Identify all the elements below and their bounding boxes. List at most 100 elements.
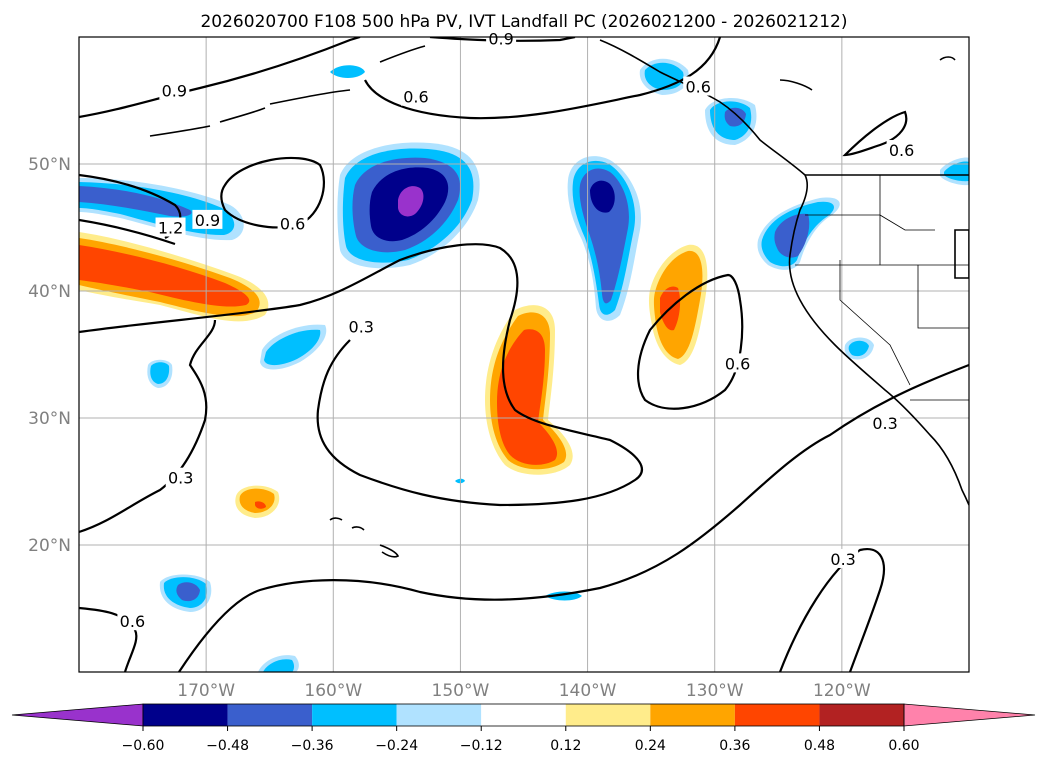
colorbar-tick-label: 0.36 — [719, 738, 750, 754]
graticule — [79, 37, 969, 672]
colorbar-tick-label: 0.12 — [550, 738, 581, 754]
map-frame — [78, 36, 970, 673]
contour-labels: 0.9 0.9 0.6 0.6 0.9 1.2 0.6 0.6 0.3 0.6 0.3 0.3 0.3 0… — [117, 28, 917, 631]
coastline — [939, 56, 956, 61]
state-borders — [795, 175, 969, 401]
contour-label: 0.3 — [872, 414, 897, 433]
contour-label-bg — [400, 86, 431, 106]
coastline — [329, 517, 343, 521]
coastlines — [149, 39, 969, 558]
colorbar-extend-max — [903, 703, 1036, 727]
anomaly-shade — [724, 107, 746, 127]
contour-label: 0.3 — [830, 550, 855, 569]
contour-line — [79, 243, 643, 507]
coastline — [379, 544, 400, 558]
contour-label: 0.9 — [488, 29, 513, 48]
contour-label-bg — [277, 213, 308, 233]
colorbar-tick-label: 0.60 — [888, 738, 919, 754]
contour-line — [842, 110, 908, 157]
colorbar-tick-label: −0.48 — [206, 738, 249, 754]
contour-line — [178, 363, 969, 672]
colorbar-bin — [481, 704, 566, 726]
anomaly-shade — [263, 659, 295, 672]
colorbar-frame — [142, 703, 905, 727]
lat-tick-label: 20°N — [28, 536, 71, 556]
coastline — [954, 229, 969, 279]
contour-label: 0.6 — [120, 612, 145, 631]
anomaly-shade — [330, 65, 365, 78]
anomaly-shade — [774, 213, 810, 258]
contour-label-bg — [683, 76, 714, 96]
colorbar-bin — [396, 704, 482, 726]
colorbar-bin — [227, 704, 313, 726]
contour-label-bg — [722, 353, 753, 373]
coastline — [599, 39, 969, 506]
colorbar: −0.60 −0.48 −0.36 −0.24 −0.12 0.12 0.24 0.36 0.4… — [11, 703, 1036, 754]
longitude-tick-labels: 170°W 160°W 150°W 140°W 130°W 120°W — [177, 681, 871, 701]
contour-label-bg — [870, 413, 901, 433]
lat-tick-label: 30°N — [28, 409, 71, 429]
anomaly-shade — [176, 582, 200, 602]
anomaly-shade — [79, 186, 192, 217]
contour-label-bg — [486, 28, 517, 48]
contour-line — [79, 218, 176, 246]
border-line — [879, 214, 935, 231]
contour-label-bg — [346, 316, 377, 336]
contour-line — [79, 319, 217, 534]
latitude-tick-labels: 20°N 30°N 40°N 50°N — [28, 155, 71, 556]
anomaly-shade — [150, 362, 170, 384]
coastline — [779, 79, 813, 91]
lat-tick-label: 40°N — [28, 282, 71, 302]
contour-label-bg — [155, 217, 186, 237]
contour-label: 0.3 — [168, 469, 193, 488]
colorbar-tick-label: 0.48 — [804, 738, 835, 754]
coastline — [219, 107, 266, 123]
contour-label-bg — [192, 209, 223, 229]
anomaly-shade — [398, 186, 424, 217]
contour-line — [79, 37, 361, 119]
colorbar-bin — [650, 704, 735, 726]
anomaly-shade — [944, 161, 969, 182]
anomaly-shade — [255, 501, 266, 509]
anomaly-shade — [579, 168, 629, 304]
colorbar-tick-label: −0.12 — [460, 738, 503, 754]
colorbar-bin — [312, 704, 397, 726]
contour-line — [636, 273, 744, 410]
contour-label: 0.6 — [280, 215, 305, 234]
coastline — [351, 526, 365, 531]
colorbar-tick-label: −0.60 — [122, 738, 165, 754]
contour-label: 0.9 — [162, 81, 187, 100]
lon-tick-label: 170°W — [177, 681, 235, 701]
contour-label: 0.3 — [349, 318, 374, 337]
contour-label: 0.6 — [889, 141, 914, 160]
coastline — [379, 45, 426, 63]
colorbar-bin — [565, 704, 651, 726]
contour-label: 0.6 — [403, 88, 428, 107]
contour-label: 0.9 — [195, 211, 220, 230]
colorbar-tick-label: −0.36 — [291, 738, 334, 754]
contour-label: 0.6 — [725, 354, 750, 373]
anomaly-shade — [497, 329, 558, 465]
map-panel: 0.9 0.9 0.6 0.6 0.9 1.2 0.6 0.6 0.3 0.6 0.3 0.3 0.3 0… — [78, 28, 970, 673]
lon-tick-label: 150°W — [432, 681, 490, 701]
colorbar-tick-label: 0.24 — [635, 738, 666, 754]
colorbar-tick-label: −0.24 — [375, 738, 418, 754]
contour-label: 0.6 — [685, 78, 710, 97]
coastline — [269, 89, 351, 105]
contour-label-bg — [117, 611, 148, 631]
contour-label: 1.2 — [158, 219, 183, 238]
lon-tick-label: 120°W — [813, 681, 871, 701]
anomaly-shade — [264, 329, 321, 366]
lon-tick-label: 140°W — [559, 681, 617, 701]
colorbar-bin — [734, 704, 820, 726]
chart-title: 2026020700 F108 500 hPa PV, IVT Landfall… — [200, 12, 847, 32]
coastline — [149, 125, 211, 137]
contour-label-bg — [886, 140, 917, 160]
pv-anomaly-fill — [79, 58, 969, 672]
contour-line — [778, 547, 885, 672]
lat-tick-label: 50°N — [28, 155, 71, 175]
contour-label-bg — [165, 467, 196, 487]
border-line — [917, 265, 969, 329]
border-line — [839, 260, 911, 386]
